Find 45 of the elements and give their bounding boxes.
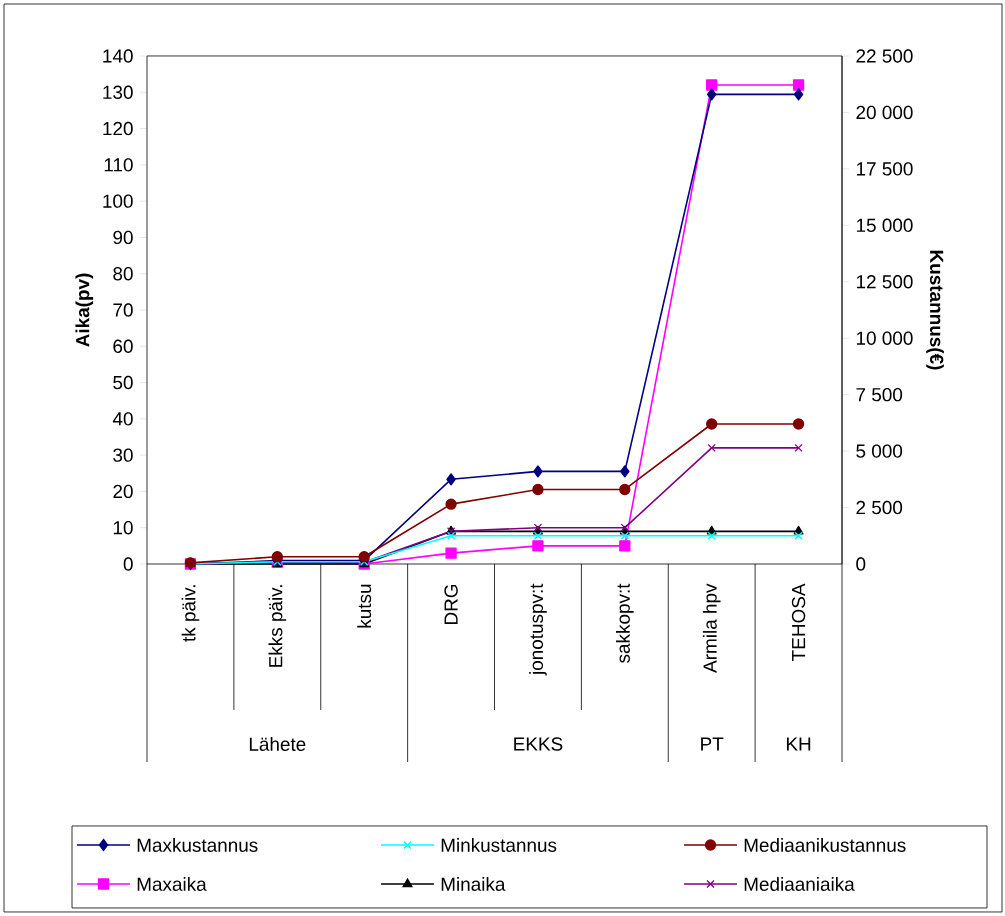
legend-label: Maxaika <box>137 877 207 891</box>
y-tick-label: 40 <box>112 412 133 426</box>
text: Lähete <box>249 737 306 751</box>
text: KH <box>786 737 811 751</box>
y-tick-label: 120 <box>103 121 133 136</box>
y-axis-title: Aika(pv) <box>75 273 94 347</box>
x-tick-label: tk päiv. <box>181 585 200 642</box>
y2-tick-label: 10 000 <box>856 331 913 345</box>
text: EKKS <box>514 737 563 751</box>
y-tick-label: 50 <box>113 375 133 390</box>
x-tick-label: kutsu <box>357 584 372 628</box>
y-tick-label: 80 <box>113 267 133 281</box>
legend-label: Minkustannus <box>441 838 557 852</box>
y2-tick-label: 0 <box>856 557 866 571</box>
y-tick-label: 10 <box>113 521 133 535</box>
x-tick-label: sakkopv:t <box>615 583 634 663</box>
x-tick-label: TEHOSA <box>791 583 806 661</box>
text: PT <box>701 737 724 751</box>
x-tick-label: Armila hpv <box>702 583 721 673</box>
y2-tick-label: 2 500 <box>856 500 903 515</box>
y2-tick-label: 17 500 <box>856 162 913 176</box>
y2-tick-label: 22 500 <box>856 49 913 63</box>
y-tick-label: 0 <box>123 557 133 571</box>
y2-tick-label: 7 500 <box>856 387 903 402</box>
y-tick-label: 20 <box>113 484 133 499</box>
y-tick-label: 110 <box>104 158 133 172</box>
y-tick-label: 60 <box>113 339 133 353</box>
y-tick-label: 90 <box>113 230 133 245</box>
y-tick-label: 70 <box>113 303 133 317</box>
y2-tick-label: 12 500 <box>856 275 913 289</box>
y-tick-label: 30 <box>113 448 133 462</box>
x-tick-label: Ekks päiv. <box>268 585 287 667</box>
legend-label: Mediaaniaika <box>744 877 855 891</box>
y2-tick-label: 15 000 <box>856 218 913 233</box>
legend-label: Maxkustannus <box>137 838 258 852</box>
legend-label: Minaika <box>441 877 506 891</box>
legend-label: Mediaanikustannus <box>744 838 906 852</box>
x-tick-label: jonotuspv:t <box>529 583 547 676</box>
y2-tick-label: 5 000 <box>856 444 903 458</box>
y2-axis-title: Kustannus(€) <box>926 250 944 370</box>
y-tick-label: 100 <box>103 194 133 208</box>
y-tick-label: 130 <box>103 85 133 99</box>
y-tick-label: 140 <box>103 49 133 63</box>
y2-tick-label: 20 000 <box>856 105 913 120</box>
x-tick-label: DRG <box>444 584 458 625</box>
